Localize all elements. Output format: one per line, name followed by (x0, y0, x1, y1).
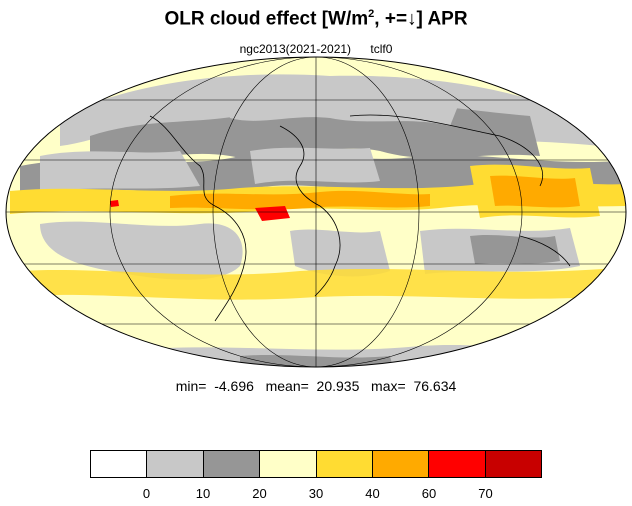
graticule (6, 57, 626, 367)
colorbar-swatch-5 (372, 451, 430, 477)
colorbar-swatch-2 (203, 451, 261, 477)
region-south-atlantic (290, 229, 390, 277)
map-subtitle: ngc2013(2021-2021) tclf0 (0, 42, 632, 56)
title-superscript: 2 (368, 8, 375, 20)
colorbar-swatch-4 (316, 451, 373, 477)
region-south-subtropic (40, 221, 243, 280)
region-southern-ocean (40, 303, 600, 358)
region-antarctic-dark (240, 354, 395, 367)
region-south-pacific-dark (470, 234, 560, 264)
colorbar-swatch-1 (147, 451, 204, 477)
title-main: OLR cloud effect [W/m (164, 8, 369, 30)
subtitle-model: ngc2013(2021-2021) (239, 42, 352, 56)
stats-line: min= -4.696 mean= 20.935 max= 76.634 (175, 378, 457, 394)
colorbar-tick: 40 (365, 486, 380, 501)
subtitle-variable: tclf0 (370, 42, 393, 56)
title-rest: , +=↓] APR (374, 8, 468, 30)
colorbar-tick: 20 (252, 486, 267, 501)
colorbar-tick: 0 (142, 486, 151, 501)
colorbar-swatch-6 (429, 451, 486, 477)
region-africa-light (250, 147, 380, 184)
colorbar-swatch-7 (485, 451, 541, 477)
colorbar-swatch-3 (260, 451, 317, 477)
region-itcz-strong (170, 190, 430, 210)
region-amazon-peak (255, 206, 290, 221)
region-pacific-light (40, 151, 200, 191)
colorbar-tick: 70 (478, 486, 493, 501)
region-south-band (20, 268, 615, 300)
colorbar-box (90, 450, 542, 478)
coastlines (149, 114, 571, 322)
colorbar: 0 10 20 30 40 60 70 (90, 450, 542, 501)
world-map (5, 56, 627, 368)
map-title: OLR cloud effect [W/m2, +=↓] APR (0, 8, 632, 30)
colorbar-tick: 60 (421, 486, 437, 501)
region-amazon-peak2 (110, 200, 119, 207)
colorbar-swatch-0 (91, 451, 148, 477)
colorbar-tick: 30 (308, 486, 324, 501)
colorbar-tick: 10 (195, 486, 211, 501)
region-maritime-strong (490, 175, 580, 208)
